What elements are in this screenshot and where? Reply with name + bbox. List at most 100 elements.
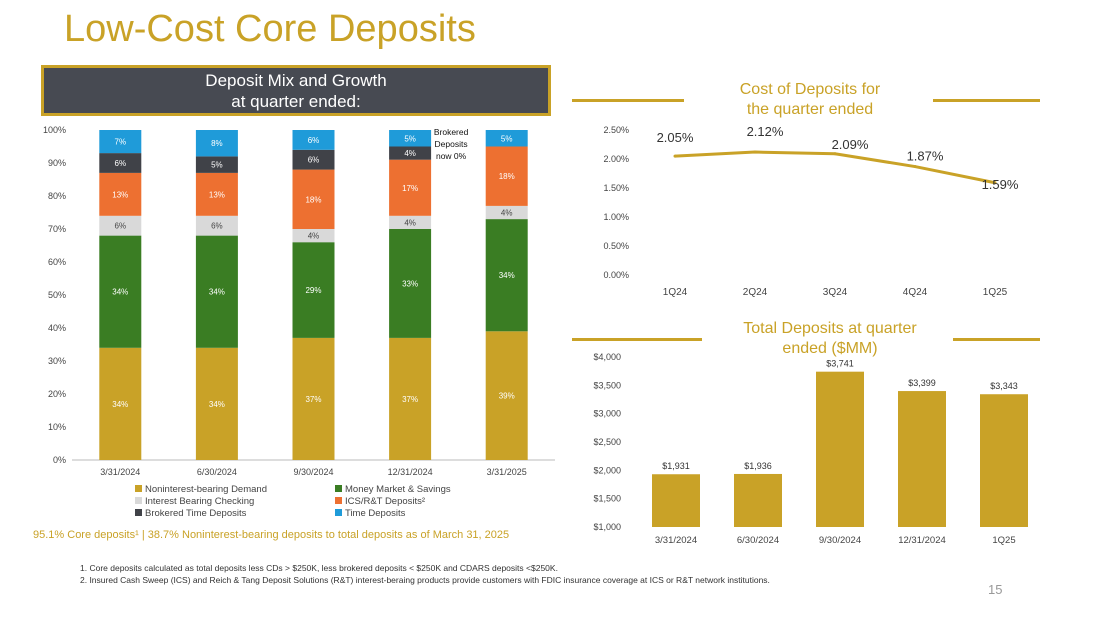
mix-data-label: 34% bbox=[209, 288, 225, 297]
cost-point bbox=[833, 152, 837, 156]
cost-point bbox=[753, 150, 757, 154]
mix-data-label: 6% bbox=[308, 156, 320, 165]
mix-data-label: 13% bbox=[112, 190, 128, 199]
mix-bar-segment bbox=[389, 229, 432, 338]
total-data-label: $3,741 bbox=[826, 359, 854, 369]
total-title-rule-right bbox=[953, 338, 1040, 341]
page-title: Low-Cost Core Deposits bbox=[64, 8, 476, 50]
mix-data-label: 6% bbox=[115, 222, 127, 231]
cost-y-tick: 0.00% bbox=[603, 270, 629, 280]
mix-bar-segment bbox=[195, 347, 238, 460]
total-x-tick: 9/30/2024 bbox=[819, 535, 861, 546]
cost-data-label: 2.12% bbox=[747, 124, 784, 139]
mix-bar-segment bbox=[389, 337, 432, 460]
mix-bar-segment bbox=[99, 130, 142, 154]
legend-label: Noninterest-bearing Demand bbox=[145, 484, 267, 495]
mix-title-box bbox=[41, 65, 551, 116]
core-deposits-note: 95.1% Core deposits¹ | 38.7% Noninterest… bbox=[33, 529, 510, 541]
cost-point bbox=[913, 165, 917, 169]
total-title-line2: ended ($MM) bbox=[782, 340, 878, 357]
cost-x-tick: 1Q25 bbox=[983, 287, 1008, 298]
total-bar bbox=[816, 371, 864, 527]
total-bar bbox=[734, 473, 782, 527]
mix-y-tick: 40% bbox=[48, 323, 66, 333]
cost-title-rule-right bbox=[933, 99, 1040, 102]
legend-label: Interest Bearing Checking bbox=[145, 496, 254, 507]
brokered-note-line: Brokered bbox=[434, 127, 469, 137]
mix-data-label: 17% bbox=[402, 184, 418, 193]
cost-y-tick: 1.50% bbox=[603, 183, 629, 193]
mix-bar-segment bbox=[389, 146, 432, 160]
mix-y-tick: 50% bbox=[48, 290, 66, 300]
mix-bar-segment bbox=[195, 130, 238, 157]
mix-x-tick: 12/31/2024 bbox=[388, 467, 433, 477]
mix-bar-segment bbox=[99, 172, 142, 216]
cost-x-tick: 3Q24 bbox=[823, 287, 848, 298]
total-data-label: $1,931 bbox=[662, 461, 690, 471]
mix-bar-segment bbox=[99, 215, 142, 236]
mix-bar-segment bbox=[195, 235, 238, 348]
mix-bar-segment bbox=[292, 229, 335, 243]
footnote-2: 2. Insured Cash Sweep (ICS) and Reich & … bbox=[80, 575, 770, 585]
brokered-note-line: now 0% bbox=[436, 151, 467, 161]
mix-y-tick: 60% bbox=[48, 257, 66, 267]
mix-x-tick: 3/31/2025 bbox=[487, 467, 527, 477]
page-number: 15 bbox=[988, 582, 1003, 597]
cost-data-label: 1.87% bbox=[907, 149, 944, 164]
mix-title: Deposit Mix and Growth at quarter ended: bbox=[41, 70, 551, 112]
total-title-rule-left bbox=[572, 338, 702, 341]
cost-y-tick: 1.00% bbox=[603, 212, 629, 222]
mix-y-tick: 90% bbox=[48, 158, 66, 168]
total-bar bbox=[980, 394, 1028, 527]
mix-bar-segment bbox=[195, 156, 238, 173]
mix-data-label: 18% bbox=[499, 172, 515, 181]
mix-data-label: 7% bbox=[115, 138, 127, 147]
mix-data-label: 37% bbox=[305, 395, 321, 404]
mix-bar-segment bbox=[292, 242, 335, 338]
cost-title-line2: the quarter ended bbox=[746, 101, 874, 118]
total-y-tick: $3,000 bbox=[593, 409, 621, 419]
total-data-label: $3,343 bbox=[990, 381, 1018, 391]
mix-bar-segment bbox=[485, 205, 528, 220]
mix-data-label: 4% bbox=[308, 232, 320, 241]
mix-bar-segment bbox=[195, 172, 238, 216]
mix-data-label: 5% bbox=[211, 161, 223, 170]
mix-x-tick: 9/30/2024 bbox=[293, 467, 333, 477]
cost-title: Cost of Deposits for the quarter ended bbox=[690, 80, 930, 120]
legend-label: Time Deposits bbox=[345, 508, 406, 519]
mix-data-label: 13% bbox=[209, 190, 225, 199]
mix-y-tick: 10% bbox=[48, 422, 66, 432]
cost-y-tick: 2.50% bbox=[603, 125, 629, 135]
total-x-tick: 3/31/2024 bbox=[655, 535, 697, 546]
brokered-note-line: Deposits bbox=[435, 139, 468, 149]
mix-y-tick: 30% bbox=[48, 356, 66, 366]
total-title: Total Deposits at quarter ended ($MM) bbox=[700, 319, 960, 359]
mix-data-label: 37% bbox=[402, 395, 418, 404]
mix-data-label: 34% bbox=[112, 288, 128, 297]
mix-bar-segment bbox=[292, 130, 335, 150]
cost-x-tick: 4Q24 bbox=[903, 287, 928, 298]
mix-bar-segment bbox=[99, 347, 142, 460]
cost-data-label: 1.59% bbox=[982, 177, 1019, 192]
mix-y-tick: 20% bbox=[48, 389, 66, 399]
total-y-tick: $1,000 bbox=[593, 522, 621, 532]
mix-data-label: 34% bbox=[112, 400, 128, 409]
mix-data-label: 6% bbox=[115, 159, 127, 168]
cost-point bbox=[993, 181, 997, 185]
total-deposits-chart: $1,000 $1,500 $2,000 $2,500 $3,000 $3,500 $4,0… bbox=[593, 352, 1028, 546]
mix-data-label: 5% bbox=[501, 134, 513, 143]
legend-label: ICS/R&T Deposits² bbox=[345, 496, 425, 507]
mix-data-label: 6% bbox=[308, 136, 320, 145]
mix-bar-segment bbox=[292, 337, 335, 460]
total-x-tick: 6/30/2024 bbox=[737, 535, 779, 546]
legend-label: Brokered Time Deposits bbox=[145, 508, 247, 519]
mix-data-label: 34% bbox=[209, 400, 225, 409]
mix-data-label: 4% bbox=[501, 209, 513, 218]
legend-swatch bbox=[335, 497, 342, 504]
cost-data-label: 2.09% bbox=[832, 137, 869, 152]
footnote-1: 1. Core deposits calculated as total dep… bbox=[80, 563, 558, 573]
cost-y-tick: 0.50% bbox=[603, 241, 629, 251]
mix-x-tick: 6/30/2024 bbox=[197, 467, 237, 477]
mix-bar-segment bbox=[195, 215, 238, 236]
mix-bar-segment bbox=[485, 331, 528, 460]
